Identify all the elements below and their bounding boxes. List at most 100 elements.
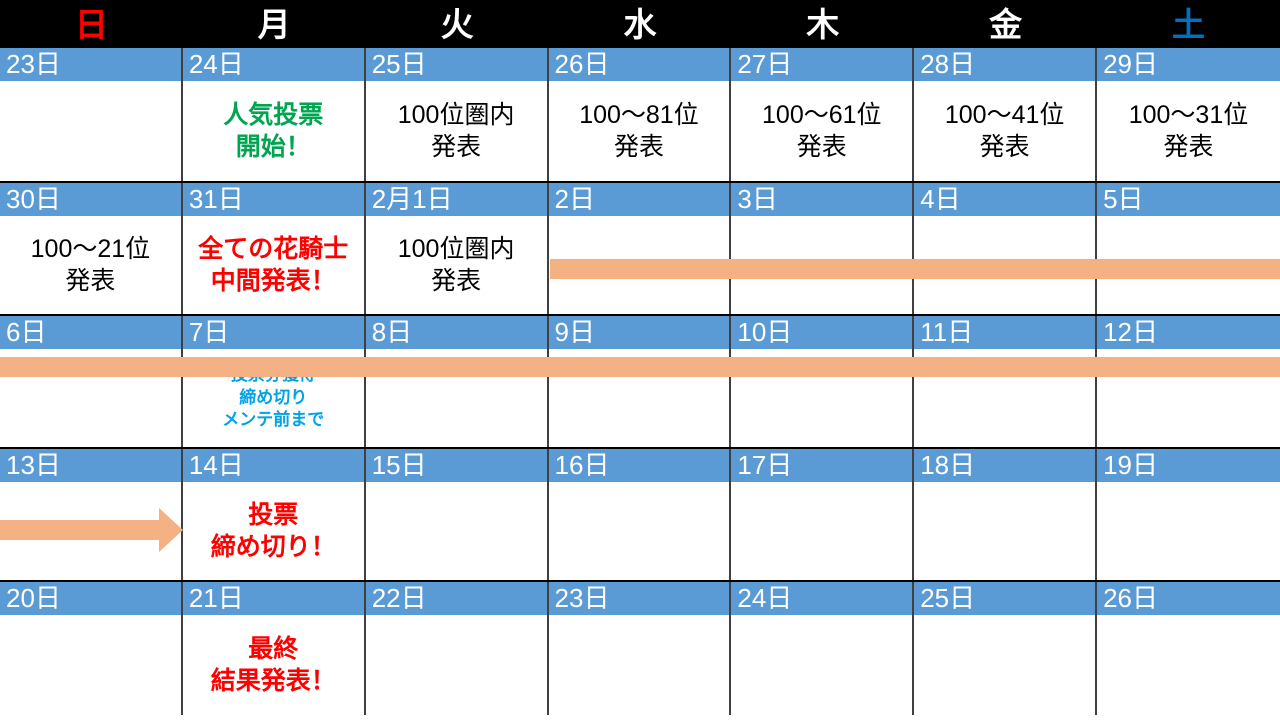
day-cell-29日[interactable]: 29日 100〜31位 発表 <box>1097 48 1280 181</box>
day-number: 22日 <box>365 582 547 615</box>
day-event-note: 投票 締め切り！ <box>210 501 336 561</box>
day-body <box>549 349 730 447</box>
day-cell-2日[interactable]: 2日 <box>548 183 732 314</box>
day-cell-30日[interactable]: 30日 100〜21位 発表 <box>0 183 183 314</box>
day-cell-13日[interactable]: 13日 <box>0 449 183 580</box>
day-cell-20日[interactable]: 20日 <box>0 582 183 715</box>
day-cell-10日[interactable]: 10日 <box>731 316 915 447</box>
day-body <box>1097 615 1280 715</box>
day-number: 21日 <box>182 582 364 615</box>
day-cell-31日[interactable]: 31日全ての花騎士 中間発表！ <box>182 183 366 314</box>
day-body <box>0 349 181 447</box>
day-number: 26日 <box>1097 582 1280 615</box>
day-cell-9日[interactable]: 9日 <box>548 316 732 447</box>
day-cell-21日[interactable]: 21日 最終 結果発表！ <box>182 582 366 715</box>
day-number: 9日 <box>548 316 730 349</box>
day-number: 11日 <box>914 316 1096 349</box>
day-cell-25日[interactable]: 25日 <box>914 582 1098 715</box>
day-number: 6日 <box>0 316 181 349</box>
day-body: 100〜31位 発表 <box>1097 81 1280 181</box>
day-body <box>549 615 730 715</box>
day-number: 13日 <box>0 449 181 482</box>
day-body <box>914 482 1095 580</box>
day-cell-3日[interactable]: 3日 <box>731 183 915 314</box>
day-number: 20日 <box>0 582 181 615</box>
calendar-week-row: 6日 7日 投票券獲得 締め切り メンテ前まで 8日 9日 10日 11日 12日 <box>0 314 1280 447</box>
day-number: 2月1日 <box>365 183 547 216</box>
day-body <box>0 615 181 715</box>
day-cell-16日[interactable]: 16日 <box>548 449 732 580</box>
day-number: 12日 <box>1097 316 1280 349</box>
weekday-label-thursday: 木 <box>806 5 840 43</box>
day-cell-22日[interactable]: 22日 <box>365 582 549 715</box>
day-event-note: 全ての花騎士 中間発表！ <box>198 235 349 295</box>
day-number: 24日 <box>182 48 364 81</box>
day-body <box>0 482 181 580</box>
day-cell-18日[interactable]: 18日 <box>914 449 1098 580</box>
weekday-header-row: 日月火水木金土 <box>0 0 1280 48</box>
day-number: 25日 <box>914 582 1096 615</box>
day-body <box>366 615 547 715</box>
day-body: 100〜61位 発表 <box>731 81 912 181</box>
day-cell-24日[interactable]: 24日人気投票 開始！ <box>182 48 366 181</box>
day-number: 23日 <box>0 48 181 81</box>
day-body <box>366 482 547 580</box>
day-body <box>731 216 912 314</box>
day-cell-23日[interactable]: 23日 <box>548 582 732 715</box>
calendar-week-row: 13日 14日 投票 締め切り！ 15日 16日 17日 18日 19日 <box>0 447 1280 580</box>
day-cell-17日[interactable]: 17日 <box>731 449 915 580</box>
day-cell-6日[interactable]: 6日 <box>0 316 183 447</box>
weekday-label-monday: 月 <box>257 5 291 43</box>
day-cell-14日[interactable]: 14日投票 締め切り！ <box>182 449 366 580</box>
day-number: 23日 <box>548 582 730 615</box>
day-cell-5日[interactable]: 5日 <box>1097 183 1280 314</box>
day-number: 29日 <box>1097 48 1280 81</box>
day-event-note: 100〜31位 発表 <box>1128 101 1249 161</box>
day-body <box>1097 216 1280 314</box>
day-cell-28日[interactable]: 28日 100〜41位 発表 <box>914 48 1098 181</box>
day-cell-12日[interactable]: 12日 <box>1097 316 1280 447</box>
day-cell-26日[interactable]: 26日 100〜81位 発表 <box>548 48 732 181</box>
day-number: 14日 <box>182 449 364 482</box>
day-cell-19日[interactable]: 19日 <box>1097 449 1280 580</box>
day-body <box>914 349 1095 447</box>
day-cell-11日[interactable]: 11日 <box>914 316 1098 447</box>
day-body: 投票券獲得 締め切り メンテ前まで <box>183 349 364 447</box>
day-cell-23日[interactable]: 23日 <box>0 48 183 181</box>
day-event-note: 人気投票 開始！ <box>223 101 324 161</box>
day-number: 17日 <box>731 449 913 482</box>
day-number: 27日 <box>731 48 913 81</box>
day-body: 100位圏内 発表 <box>366 81 547 181</box>
day-cell-27日[interactable]: 27日 100〜61位 発表 <box>731 48 915 181</box>
day-body: 100位圏内 発表 <box>366 216 547 314</box>
day-number: 18日 <box>914 449 1096 482</box>
weekday-label-saturday: 土 <box>1171 5 1205 43</box>
day-body <box>0 81 181 181</box>
calendar-week-row: 30日 100〜21位 発表 31日 全ての花騎士 中間発表！ 2月1日 100位圏内 発… <box>0 181 1280 314</box>
day-event-note: 100〜61位 発表 <box>762 101 882 161</box>
day-cell-15日[interactable]: 15日 <box>365 449 549 580</box>
calendar-week-row: 23日 24日 人気投票 開始！ 25日 100位圏内 発表 26日 100〜81位 発表 2… <box>0 48 1280 181</box>
day-body <box>549 216 730 314</box>
day-cell-2月1日[interactable]: 2月1日 100位圏内 発表 <box>365 183 549 314</box>
day-number: 7日 <box>182 316 364 349</box>
day-cell-8日[interactable]: 8日 <box>365 316 549 447</box>
weekday-label-sunday: 日 <box>74 5 108 43</box>
day-event-note: 投票券獲得 締め切り メンテ前まで <box>222 364 325 430</box>
day-body: 全ての花騎士 中間発表！ <box>183 216 364 314</box>
day-cell-24日[interactable]: 24日 <box>731 582 915 715</box>
day-cell-4日[interactable]: 4日 <box>914 183 1098 314</box>
day-cell-26日[interactable]: 26日 <box>1097 582 1280 715</box>
day-cell-25日[interactable]: 25日 100位圏内 発表 <box>365 48 549 181</box>
weekday-label-friday: 金 <box>989 5 1023 43</box>
day-number: 3日 <box>731 183 913 216</box>
day-number: 10日 <box>731 316 913 349</box>
day-body <box>914 216 1095 314</box>
day-number: 16日 <box>548 449 730 482</box>
day-body: 投票 締め切り！ <box>183 482 364 580</box>
day-cell-7日[interactable]: 7日投票券獲得 締め切り メンテ前まで <box>182 316 366 447</box>
day-number: 24日 <box>731 582 913 615</box>
day-number: 31日 <box>182 183 364 216</box>
calendar-grid: 23日 24日 人気投票 開始！ 25日 100位圏内 発表 26日 100〜81位 発表 2… <box>0 48 1280 720</box>
day-body <box>1097 349 1280 447</box>
